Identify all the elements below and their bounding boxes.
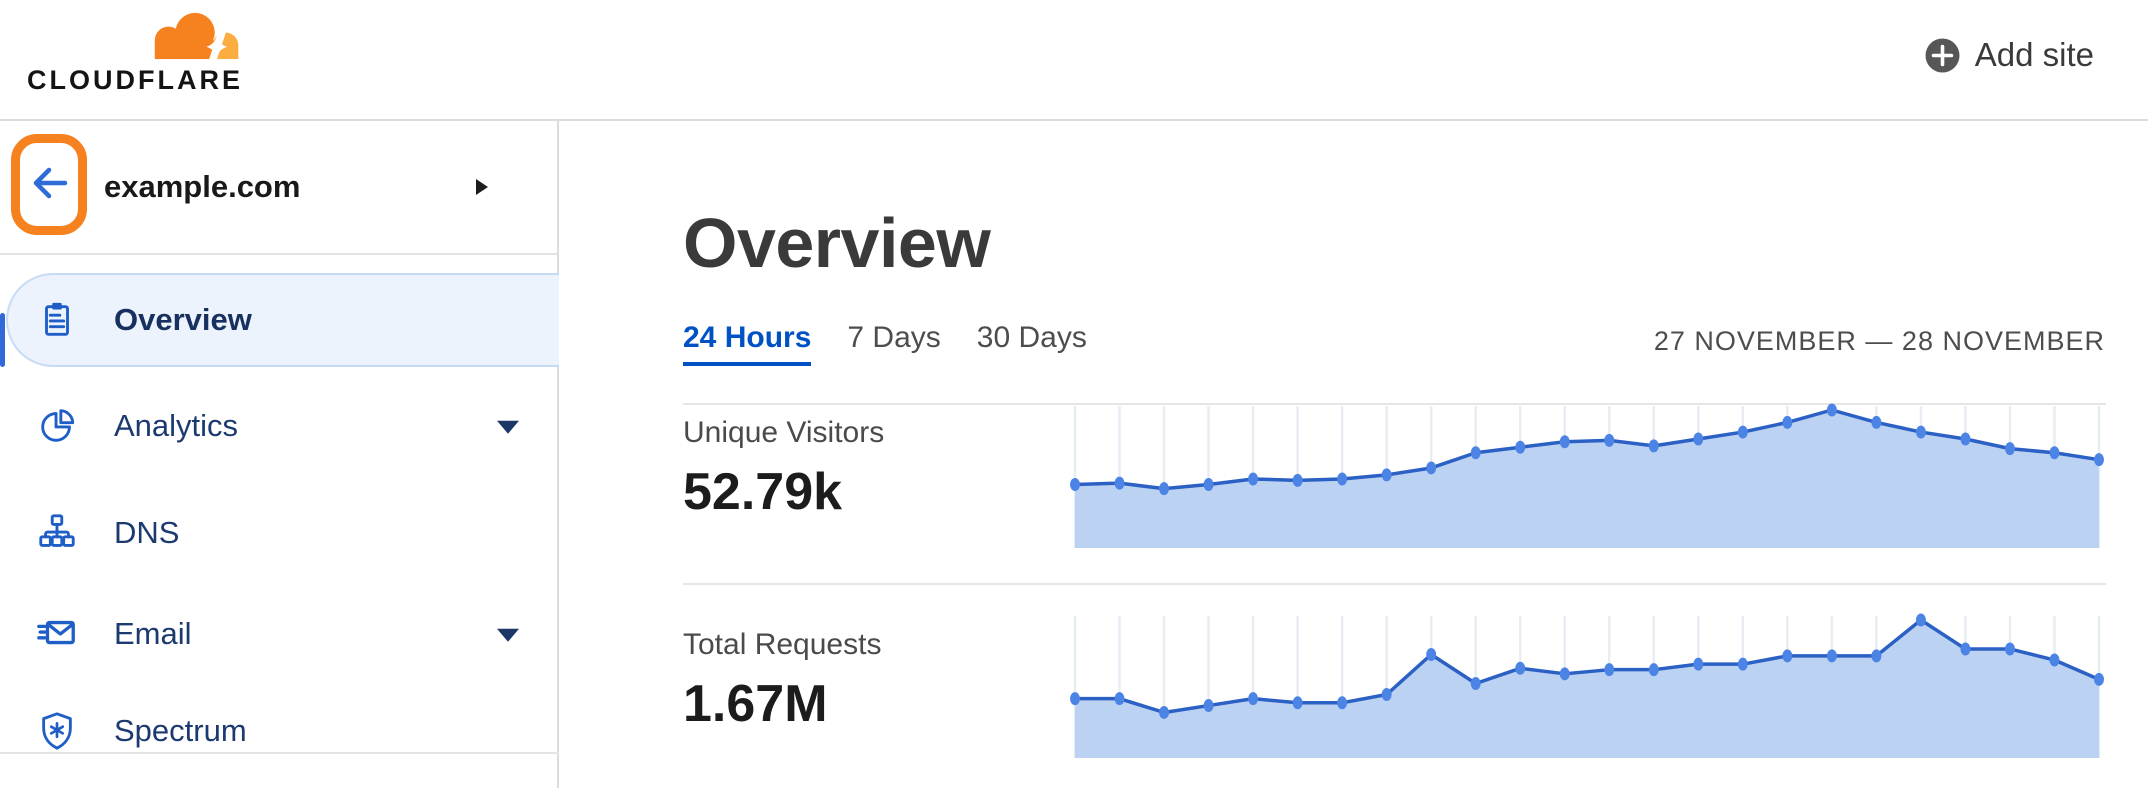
sidebar-item-label: Analytics bbox=[114, 408, 239, 443]
back-arrow-icon[interactable] bbox=[25, 159, 73, 207]
add-site-button[interactable]: Add site bbox=[1924, 36, 2094, 74]
email-icon bbox=[37, 620, 75, 645]
cloudflare-wordmark: CLOUDFLARE bbox=[27, 65, 243, 95]
sidebar-item-spectrum[interactable]: Spectrum bbox=[0, 684, 559, 778]
chevron-down-icon bbox=[497, 628, 519, 642]
total-requests-sparkline-chart[interactable] bbox=[1066, 613, 2108, 758]
sidebar-item-label: Spectrum bbox=[114, 713, 247, 748]
sidebar-item-label: Email bbox=[114, 616, 192, 651]
tab-24-hours[interactable]: 24 Hours bbox=[683, 321, 812, 366]
active-item-pill bbox=[6, 273, 559, 367]
tab-7-days[interactable]: 7 Days bbox=[847, 321, 941, 354]
cloudflare-cloud-icon bbox=[154, 12, 239, 63]
sidebar-item-label: DNS bbox=[114, 515, 180, 550]
sidebar-item-email[interactable]: Email bbox=[0, 587, 559, 681]
tab-30-days[interactable]: 30 Days bbox=[976, 321, 1087, 354]
sidebar-nav: Overview Analytics bbox=[0, 253, 559, 788]
chevron-down-icon bbox=[497, 420, 519, 434]
date-range-label: 27 NOVEMBER — 28 NOVEMBER bbox=[1653, 326, 2105, 356]
metric-label-total-requests: Total Requests bbox=[683, 628, 882, 661]
metric-value-total-requests: 1.67M bbox=[683, 675, 828, 733]
site-selector-row[interactable]: example.com bbox=[0, 121, 557, 255]
sidebar: example.com Overview bbox=[0, 121, 559, 788]
sidebar-item-dns[interactable]: DNS bbox=[0, 486, 559, 580]
sidebar-item-analytics[interactable]: Analytics bbox=[0, 379, 559, 473]
metric-value-unique-visitors: 52.79k bbox=[683, 463, 843, 521]
pie-chart-icon bbox=[41, 409, 75, 442]
period-tabs: 24 Hours 7 Days 30 Days bbox=[683, 321, 1087, 366]
site-name: example.com bbox=[104, 169, 301, 204]
site-caret-right-icon[interactable] bbox=[476, 179, 488, 195]
clipboard-icon bbox=[45, 302, 69, 336]
shield-icon bbox=[42, 712, 72, 750]
top-header: CLOUDFLARE Add site bbox=[0, 0, 2148, 121]
metric-label-unique-visitors: Unique Visitors bbox=[683, 416, 885, 449]
plus-circle-icon bbox=[1925, 38, 1960, 72]
page-title: Overview bbox=[683, 204, 991, 282]
unique-visitors-sparkline-chart[interactable] bbox=[1066, 403, 2108, 548]
back-button-highlight-annotation bbox=[11, 134, 87, 235]
active-item-accent-bar bbox=[0, 313, 5, 367]
dns-tree-icon bbox=[39, 514, 75, 547]
section-divider bbox=[683, 403, 2106, 405]
section-divider bbox=[683, 583, 2106, 585]
add-site-label: Add site bbox=[1974, 36, 2094, 73]
sidebar-item-label: Overview bbox=[114, 302, 252, 337]
sidebar-section-divider bbox=[0, 752, 559, 754]
sidebar-item-overview[interactable]: Overview bbox=[0, 273, 559, 367]
cloudflare-logo[interactable]: CLOUDFLARE bbox=[27, 4, 267, 95]
